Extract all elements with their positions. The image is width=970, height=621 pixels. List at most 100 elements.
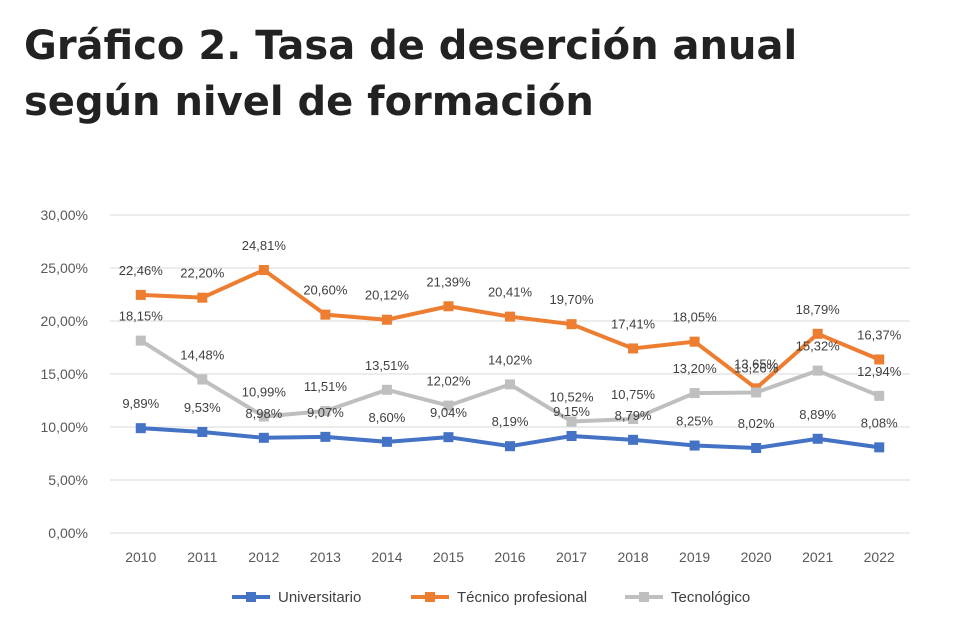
data-label: 12,02% [426,374,471,389]
data-point [874,390,885,401]
data-label: 20,12% [365,288,410,303]
data-label: 20,60% [303,283,348,298]
x-axis: 2010 2011 2012 2013 2014 2015 2016 2017 2018 2019… [125,549,895,565]
data-point [258,411,269,422]
data-label: 10,75% [611,387,656,402]
data-point [320,309,331,320]
x-tick-label: 2018 [617,549,648,565]
series-lines [135,265,885,453]
data-label: 10,99% [242,385,287,400]
legend-marker [639,592,649,602]
data-label: 8,25% [676,414,713,429]
y-tick-label: 25,00% [41,260,88,276]
data-label: 8,98% [245,406,282,421]
chart-title: Gráfico 2. Tasa de deserción anual según… [24,23,798,125]
x-tick-label: 2019 [679,549,710,565]
data-point [320,431,331,442]
data-label: 19,70% [549,292,594,307]
data-label: 9,15% [553,404,590,419]
data-label: 12,94% [857,364,902,379]
data-point [443,400,454,411]
data-point [689,336,700,347]
y-tick-label: 0,00% [48,525,88,541]
legend-marker [425,592,435,602]
data-label: 15,32% [796,339,841,354]
data-label: 9,89% [122,396,159,411]
data-point [874,442,885,453]
data-point [443,301,454,312]
data-label: 18,05% [673,310,718,325]
data-label: 14,02% [488,352,533,367]
legend-marker [246,592,256,602]
data-label: 14,48% [180,348,225,363]
x-tick-label: 2022 [864,549,895,565]
x-tick-label: 2011 [187,549,217,565]
data-point [135,289,146,300]
x-tick-label: 2013 [310,549,341,565]
y-tick-label: 5,00% [48,472,88,488]
data-label: 11,51% [304,379,348,394]
data-point [320,405,331,416]
data-point [505,311,515,322]
data-label: 20,41% [488,285,533,300]
x-tick-label: 2012 [248,549,279,565]
data-point [751,442,762,453]
data-label: 8,08% [861,415,898,430]
data-label: 13,20% [673,361,718,376]
data-label: 18,15% [119,309,164,324]
data-point [197,374,208,385]
data-point [751,387,762,398]
data-point [505,379,515,390]
data-label: 9,53% [184,400,221,415]
data-point [197,292,208,303]
legend-label: Universitario [278,589,361,606]
data-point [258,432,269,443]
x-tick-label: 2010 [125,549,156,565]
data-point [689,388,700,399]
data-label: 18,79% [796,302,841,317]
legend: Universitario Técnico profesional Tecnológ… [232,589,750,606]
data-label: 24,81% [242,238,287,253]
data-label: 22,46% [119,263,164,278]
data-point [381,314,392,325]
data-label: 22,20% [180,266,225,281]
legend-label: Tecnológico [671,589,750,606]
data-label: 13,65% [734,356,779,371]
data-label: 9,04% [430,405,467,420]
data-label: 10,52% [549,389,594,404]
data-label: 13,26% [734,360,779,375]
legend-label: Técnico profesional [457,589,587,606]
data-label: 9,07% [307,405,344,420]
data-point [812,328,823,339]
data-label: 8,19% [492,414,529,429]
data-label: 8,89% [799,407,836,422]
x-tick-label: 2014 [371,549,402,565]
data-label: 21,39% [426,274,471,289]
data-point [443,432,454,443]
data-point [258,265,269,276]
data-point [381,384,392,395]
data-label: 13,51% [365,358,410,373]
data-point [566,319,577,330]
data-point [566,416,577,427]
data-point [689,440,700,451]
data-labels: 9,89% 9,53% 8,98% 9,07% 8,60% 9,04% 8,19% 9,15%… [119,238,902,431]
data-point [874,354,885,365]
data-point [812,433,823,444]
data-point [505,441,515,452]
gridlines [110,214,910,534]
data-label: 16,37% [857,327,902,342]
data-label: 8,60% [368,410,405,425]
data-point [628,434,639,445]
data-label: 8,02% [738,416,775,431]
data-point [812,365,823,376]
y-tick-label: 30,00% [41,207,88,223]
x-tick-label: 2020 [741,549,772,565]
y-tick-label: 10,00% [41,419,88,435]
data-point [628,414,639,425]
y-tick-label: 15,00% [41,366,88,382]
data-label: 8,79% [615,408,652,423]
y-axis: 0,00% 5,00% 10,00% 15,00% 20,00% 25,00% 30,00% [41,207,88,541]
x-tick-label: 2017 [556,549,587,565]
